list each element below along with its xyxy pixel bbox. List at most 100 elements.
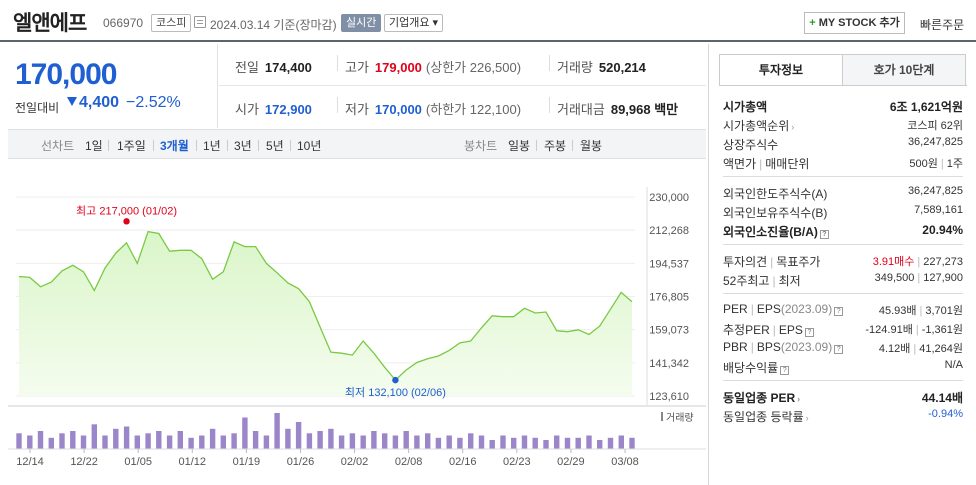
arrow-right-icon[interactable]: › (797, 394, 801, 404)
divider (723, 176, 963, 177)
divider (196, 140, 197, 151)
tab-orderbook[interactable]: 호가 10단계 (842, 54, 966, 86)
volume-bar (252, 431, 259, 449)
x-tick-label: 02/29 (557, 456, 585, 468)
volume-bar (199, 435, 205, 449)
pbr-label: PBR | BPS(2023.09)? (723, 340, 844, 354)
candle-weekly[interactable]: 주봉 (544, 139, 567, 153)
period-1w[interactable]: 1주일 (117, 139, 146, 153)
divider (337, 97, 338, 113)
dividend-value: N/A (944, 359, 963, 371)
volume-bar (446, 435, 452, 449)
candle-monthly[interactable]: 월봉 (580, 139, 603, 153)
pbr-label-text: PBR (723, 340, 748, 354)
period-5y[interactable]: 5년 (266, 139, 284, 153)
help-icon[interactable]: ? (834, 307, 844, 316)
per-value: 45.93배 | 3,701원 (878, 305, 963, 317)
volume-bar (511, 437, 517, 450)
per-label: PER | EPS(2023.09)? (723, 302, 844, 316)
price-chart-svg: 230,000 212,268 194,537 176,805 159,073 141,3… (8, 187, 706, 468)
high-marker (123, 218, 130, 225)
volume-bar (349, 433, 356, 450)
period-3m[interactable]: 3개월 (160, 139, 189, 153)
open-value: 172,900 (264, 102, 312, 117)
volume-label: 거래량 (666, 412, 694, 424)
volume-bar (285, 428, 291, 450)
est-eps-label: EPS (778, 323, 803, 337)
plus-icon: + (809, 17, 816, 29)
low-label: 저가 (345, 102, 369, 117)
par-label-text: 액면가 (723, 157, 757, 171)
arrow-right-icon[interactable]: › (791, 122, 795, 132)
invest-info-list: 시가총액 6조 1,621억원 시가총액순위 › 코스피 62위 상장주식수 36… (723, 96, 963, 425)
market-cap-label: 시가총액 (723, 100, 768, 114)
divider (153, 140, 154, 151)
volume-bar (263, 435, 270, 449)
x-tick-label: 01/05 (124, 456, 152, 468)
volume-bar (220, 435, 226, 449)
per-label-text: PER (723, 302, 748, 316)
help-icon[interactable]: ? (780, 366, 790, 375)
y-tick-label: 141,342 (649, 358, 689, 370)
dividend-label-text: 배당수익률 (723, 361, 779, 375)
est-per-label-text: 추정PER (723, 323, 770, 337)
x-tick-label: 03/08 (611, 456, 639, 468)
period-10y[interactable]: 10년 (297, 139, 322, 153)
opinion-value: 3.91매수 | 227,273 (872, 256, 963, 268)
help-icon[interactable]: ? (834, 345, 844, 354)
mystock-add-button[interactable]: + MY STOCK 추가 (804, 12, 905, 34)
week52-low-value: 127,900 (923, 272, 963, 284)
period-1d[interactable]: 1일 (85, 139, 103, 153)
help-icon[interactable]: ? (804, 328, 814, 337)
eps-value: 3,701원 (925, 305, 963, 317)
volume-bar (382, 433, 388, 450)
volume-bar (500, 435, 506, 449)
volume-bar (403, 431, 409, 449)
prev-diff-label: 전일대비 (15, 101, 60, 115)
row-shares: 상장주식수 36,247,825 (723, 134, 963, 153)
y-tick-label: 212,268 (649, 225, 689, 237)
bps-label: BPS (756, 340, 781, 354)
opinion-value-text: 3.91매수 (872, 256, 915, 268)
base-date: 2024.03.14 기준(장마감) (210, 18, 337, 32)
row-sector-per: 동일업종 PER › 44.14배 (723, 387, 963, 406)
divider (108, 140, 109, 151)
row-sector-rate: 동일업종 등락률 › -0.94% (723, 406, 963, 425)
week52-high-label: 52주최고 (723, 274, 770, 288)
tab-invest-info[interactable]: 투자정보 (719, 54, 843, 86)
volume-bar (392, 435, 399, 449)
volume-bar (554, 435, 560, 449)
volume-bar (80, 435, 87, 449)
arrow-right-icon[interactable]: › (805, 413, 809, 423)
volume-bar (457, 437, 463, 450)
company-info-dropdown[interactable]: 기업개요 ▾ (384, 14, 444, 32)
par-value: 500원 | 1주 (909, 158, 963, 170)
trade-unit-value: 1주 (946, 158, 963, 170)
row-foreign-hold: 외국인보유주식수(B) 7,589,161 (723, 202, 963, 221)
y-tick-label: 230,000 (649, 192, 689, 204)
opinion-label-text: 투자의견 (723, 255, 768, 269)
quick-order-link[interactable]: 빠른주문 (920, 18, 965, 32)
volume-cell: 거래량 520,214 (557, 57, 646, 76)
price-line (18, 230, 633, 382)
live-badge[interactable]: 실시간 (341, 14, 382, 32)
volume-bar (338, 435, 345, 449)
period-1y[interactable]: 1년 (203, 139, 221, 153)
divider (723, 244, 963, 245)
period-3y[interactable]: 3년 (234, 139, 252, 153)
price-area (19, 231, 632, 396)
prev-close-value: 174,400 (264, 60, 312, 75)
row-foreign-ratio: 외국인소진율(B/A)? 20.94% (723, 221, 963, 240)
x-tick-label: 01/19 (233, 456, 261, 468)
prev-close-cell: 전일 174,400 (235, 57, 312, 76)
pbr-value-text: 4.12배 (878, 343, 911, 355)
volume-bar (27, 435, 33, 449)
prev-close-label: 전일 (235, 60, 259, 75)
divider (723, 380, 963, 381)
volume-bar (564, 437, 571, 450)
candle-daily[interactable]: 일봉 (508, 139, 531, 153)
volume-bar (306, 433, 313, 450)
price-chart[interactable]: 230,000 212,268 194,537 176,805 159,073 141,3… (8, 160, 706, 485)
help-icon[interactable]: ? (819, 230, 829, 239)
low-label: 최저 132,100 (02/06) (345, 386, 446, 399)
